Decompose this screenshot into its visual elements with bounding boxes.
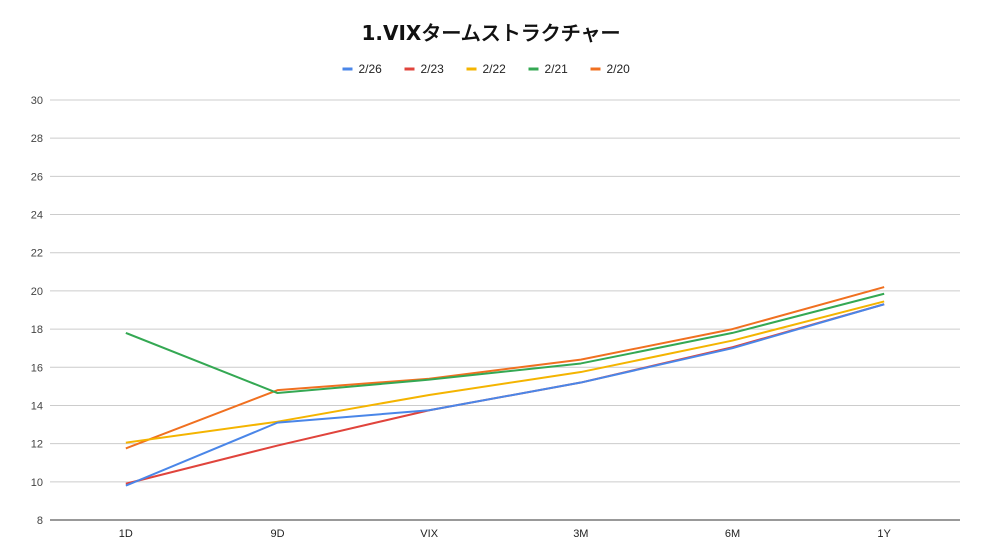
y-tick-label: 26 [31, 171, 43, 183]
y-tick-label: 22 [31, 248, 43, 260]
x-tick-label: 1Y [877, 528, 891, 540]
legend-item[interactable]: 2/21 [528, 62, 569, 76]
series-line-2-21 [125, 292, 885, 395]
legend-label: 2/22 [483, 62, 507, 76]
series-line-2-20 [125, 286, 885, 450]
y-tick-label: 12 [31, 439, 43, 451]
legend-label: 2/20 [607, 62, 631, 76]
y-tick-label: 16 [31, 362, 43, 374]
y-tick-label: 20 [31, 286, 43, 298]
series-line-2-22 [125, 300, 885, 444]
legend-item[interactable]: 2/20 [590, 62, 631, 76]
x-tick-label: 1D [119, 528, 133, 540]
legend-item[interactable]: 2/23 [404, 62, 445, 76]
y-tick-label: 10 [31, 477, 43, 489]
legend-label: 2/23 [421, 62, 445, 76]
chart-title: 1.VIXタームストラクチャー [361, 21, 620, 45]
y-tick-label: 8 [37, 515, 43, 527]
y-tick-label: 28 [31, 133, 43, 145]
y-tick-label: 24 [31, 210, 43, 222]
x-axis-ticks: 1D 9D VIX 3M 6M 1Y [119, 528, 892, 540]
legend-item[interactable]: 2/22 [466, 62, 507, 76]
y-tick-label: 14 [31, 400, 43, 412]
x-tick-label: VIX [420, 528, 438, 540]
series-lines [125, 286, 885, 487]
legend-label: 2/26 [359, 62, 383, 76]
legend-item[interactable]: 2/26 [342, 62, 383, 76]
x-tick-label: 9D [270, 528, 284, 540]
x-tick-label: 6M [725, 528, 740, 540]
y-axis-ticks: 8 10 12 14 16 18 20 22 24 26 28 30 [31, 95, 43, 527]
y-tick-label: 18 [31, 324, 43, 336]
x-tick-label: 3M [573, 528, 588, 540]
gridlines [50, 99, 960, 521]
legend: 2/26 2/23 2/22 2/21 2/20 [342, 62, 631, 76]
series-line-2-26 [125, 303, 885, 487]
y-tick-label: 30 [31, 95, 43, 107]
legend-label: 2/21 [545, 62, 569, 76]
